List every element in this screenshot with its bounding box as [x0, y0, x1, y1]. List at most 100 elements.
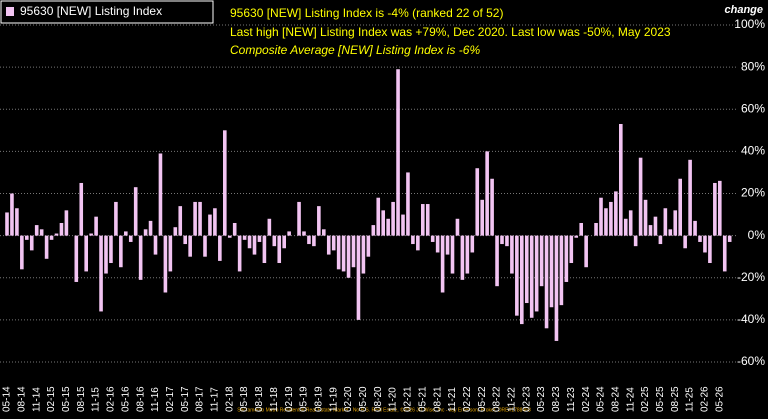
x-tick-label: 08-17 [195, 386, 206, 412]
bar [193, 201, 197, 236]
bar [638, 157, 643, 236]
bar [529, 235, 534, 318]
axis-label: change [724, 4, 763, 16]
x-tick-label: 11-18 [269, 387, 280, 412]
bar [584, 235, 588, 268]
bar [252, 235, 257, 255]
x-tick-label: 05-19 [299, 386, 310, 412]
bar [287, 231, 291, 236]
x-tick-label: 05-14 [2, 386, 13, 412]
bar [213, 208, 217, 236]
bar [44, 235, 49, 259]
bar [500, 235, 504, 245]
bar [381, 210, 385, 236]
bar [534, 235, 539, 312]
bar [143, 229, 148, 236]
bar [336, 235, 341, 270]
bar [683, 235, 687, 249]
bar [5, 212, 9, 236]
bar [29, 235, 34, 251]
bar [64, 210, 69, 236]
x-tick-label: 11-14 [31, 387, 42, 412]
bar [465, 235, 470, 274]
bar [371, 225, 376, 236]
x-tick-label: 08-20 [373, 386, 384, 412]
bar [515, 235, 519, 316]
bar [668, 229, 673, 236]
bar [559, 235, 564, 306]
y-tick-label: -40% [737, 312, 765, 326]
y-tick-label: 0% [748, 228, 766, 242]
bar [208, 214, 212, 236]
bar [678, 178, 682, 236]
bar [25, 235, 29, 240]
bar [232, 222, 237, 236]
bar [15, 208, 19, 236]
x-tick-label: 08-24 [610, 386, 621, 412]
x-tick-label: 08-25 [670, 386, 681, 412]
bar [450, 235, 455, 274]
bar [445, 235, 450, 255]
bar [267, 218, 272, 236]
bar [718, 180, 722, 236]
bar [386, 218, 390, 236]
bar [579, 222, 583, 236]
bar [614, 191, 618, 236]
x-tick-label: 02-21 [403, 386, 414, 412]
bar [124, 231, 128, 236]
bar [133, 187, 138, 236]
bar [302, 231, 306, 236]
bar [79, 182, 84, 236]
legend-swatch [6, 7, 14, 16]
x-tick-label: 05-15 [61, 386, 72, 412]
bar [421, 204, 425, 236]
y-tick-label: 20% [741, 186, 765, 200]
bar [163, 235, 168, 293]
bar [183, 235, 187, 245]
x-tick-label: 05-22 [477, 386, 488, 412]
x-tick-label: 05-23 [536, 386, 547, 412]
bar [109, 235, 113, 264]
x-tick-label: 11-25 [685, 387, 696, 412]
x-tick-label: 02-16 [106, 386, 117, 412]
bar [128, 235, 133, 242]
bar [39, 229, 44, 236]
legend-box [0, 0, 214, 24]
bar [282, 235, 286, 249]
bar [218, 235, 222, 261]
bar [549, 235, 554, 308]
bar [643, 199, 648, 236]
bar [54, 233, 59, 236]
bar [693, 220, 697, 236]
bar [475, 168, 480, 236]
y-tick-label: 60% [741, 101, 765, 115]
bar [203, 235, 207, 257]
bar [272, 235, 277, 247]
bar [633, 235, 638, 247]
bar [480, 199, 484, 236]
x-tick-label: 08-21 [432, 386, 443, 412]
bar [34, 225, 39, 236]
x-tick-label: 05-24 [596, 386, 607, 412]
legend-label: 95630 [NEW] Listing Index [20, 4, 162, 18]
x-tick-label: 08-22 [492, 386, 503, 412]
bar [485, 151, 489, 236]
bar [401, 214, 405, 236]
annotation: Composite Average [NEW] Listing Index is… [230, 43, 480, 57]
bar [510, 235, 514, 274]
bar [376, 197, 381, 236]
bar [460, 235, 465, 280]
bar [361, 235, 366, 274]
bar [708, 235, 712, 264]
bar [594, 222, 598, 236]
bar [178, 206, 183, 236]
bar [609, 201, 613, 236]
bar [158, 153, 163, 236]
x-tick-label: 08-23 [551, 386, 562, 412]
bar [703, 235, 707, 253]
x-tick-label: 05-26 [714, 386, 725, 412]
bar [722, 235, 727, 272]
x-tick-label: 08-15 [76, 386, 87, 412]
bar [727, 235, 732, 242]
x-tick-label: 11-19 [328, 387, 339, 412]
